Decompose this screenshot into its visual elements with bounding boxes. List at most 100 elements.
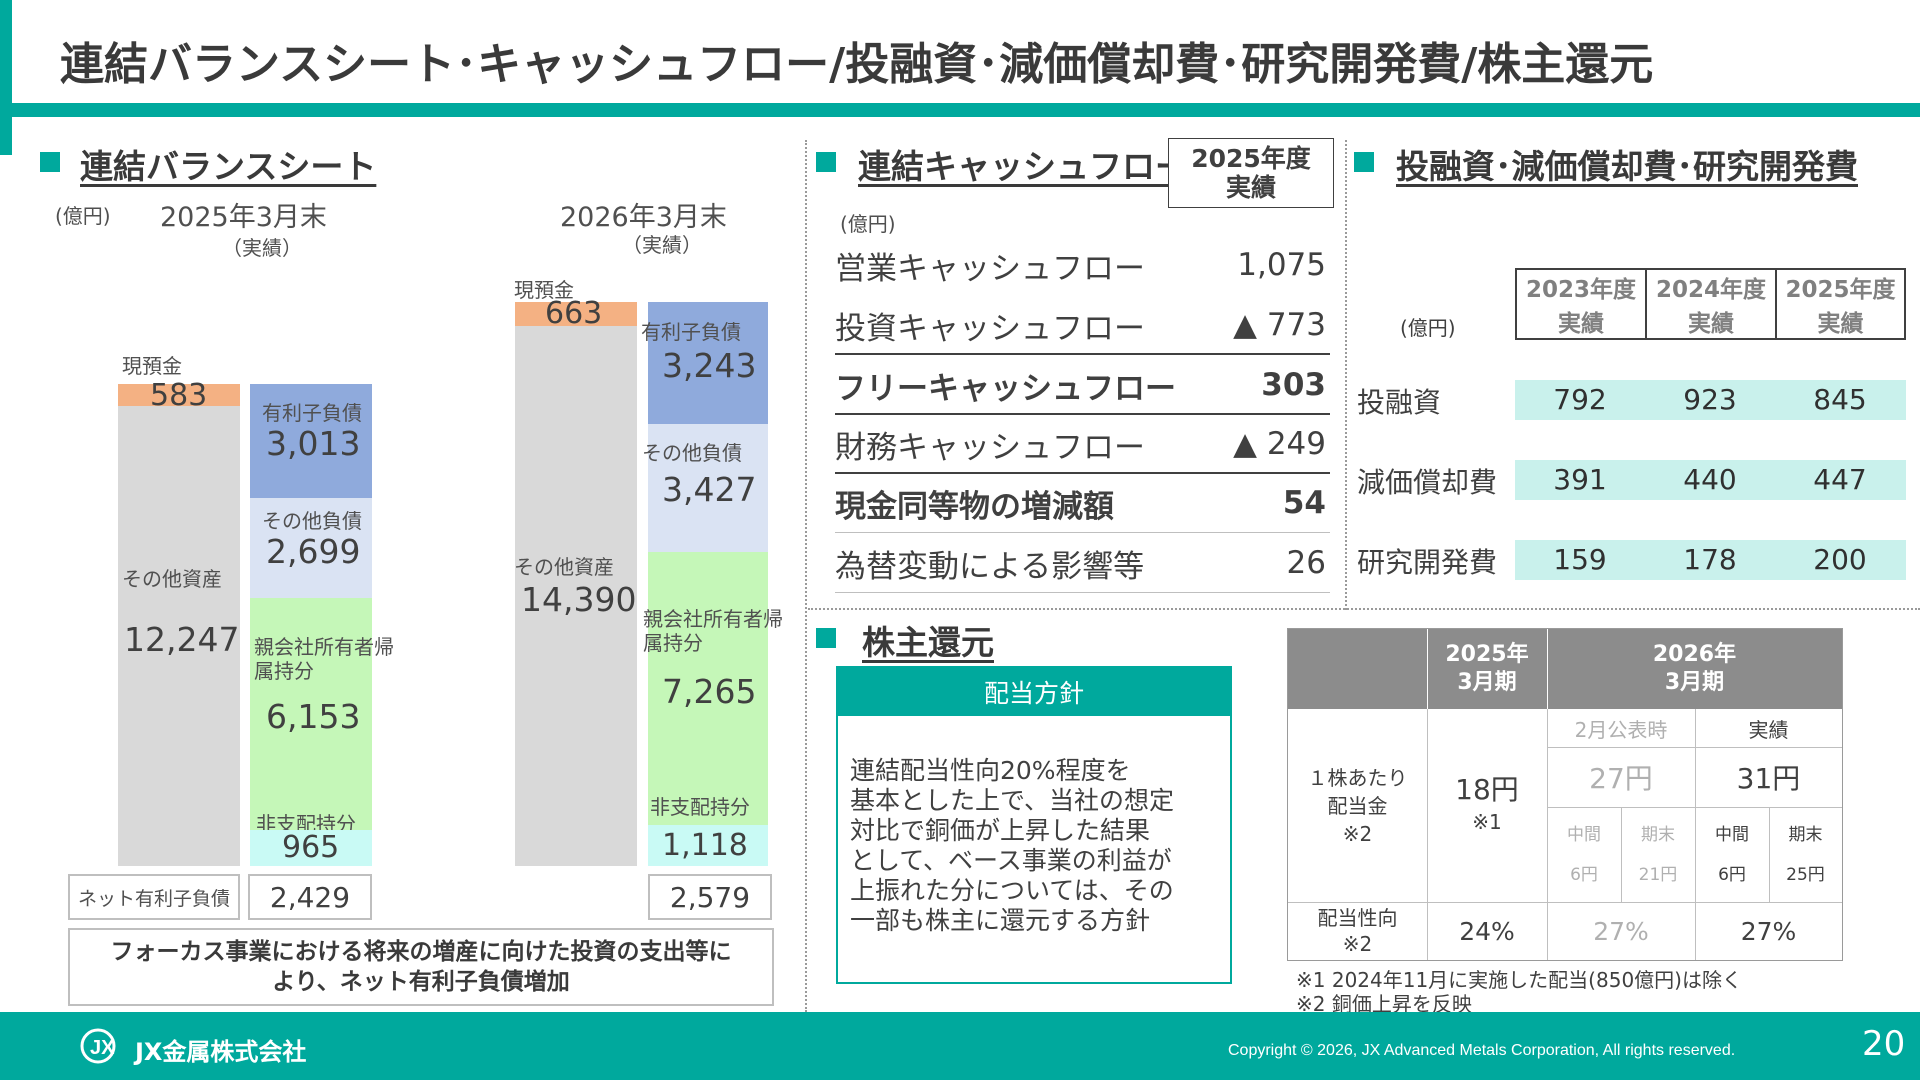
bs-note-line2: より、ネット有利子負債増加 [272,969,570,995]
inv-heading: 投融資･減価償却費･研究開発費 [1396,147,1858,186]
policy-line: 連結配当性向20%程度を [850,756,1131,785]
bs-2025-other-assets-label: その他資産 [122,567,222,591]
header-line: 2025年 [1445,642,1529,667]
divider-middle [808,608,1920,610]
divider-right [1345,140,1347,610]
cf-row-label: 財務キャッシュフロー [835,429,1145,466]
inv-header-2023: 2023年度 実績 [1515,268,1647,340]
sh-heading: 株主還元 [862,623,994,662]
bs-period-2026-sub: （実績） [622,233,702,257]
bs-2025-equity-bar [250,598,372,830]
cf-row-label: 営業キャッシュフロー [835,250,1145,287]
cf-separator [835,532,1330,533]
table-gridline [1695,709,1696,960]
cf-row-free: フリーキャッシュフロー 303 [835,356,1330,414]
sub-feb: 2月公表時 [1574,717,1668,742]
bs-heading: 連結バランスシート [80,147,377,186]
cf-row-value: 303 [1261,367,1326,403]
bs-2025-nci-value: 965 [282,830,340,865]
inv-cell: 391 [1553,463,1607,496]
bs-2025-nci-bar [250,830,372,866]
cf-row-financing: 財務キャッシュフロー ▲ 249 [835,415,1330,473]
table-gridline [1621,807,1622,902]
net-debt-label: ネット有利子負債 [68,874,240,920]
bs-2026-debt-label: 有利子負債 [641,320,741,344]
bs-2026-cash-value: 663 [545,296,603,331]
sub-actual: 実績 [1748,717,1789,742]
cell-label: 中間 [1567,824,1601,845]
bs-2025-other-liab-label: その他負債 [262,509,362,533]
cf-badge-sub: 実績 [1225,173,1276,202]
cell-value: 6円 [1718,864,1746,885]
cell-value: 25円 [1786,864,1825,885]
bs-unit: (億円) [55,204,111,228]
row-label-line: 配当性向 [1317,906,1398,930]
payout-feb: 27% [1593,916,1649,946]
inv-header-year: 2025年度 [1785,277,1896,303]
table-gridline [1547,629,1548,709]
dps-feb-interim: 中間 6円 [1547,807,1621,902]
policy-title: 配当方針 [838,668,1230,716]
table-gridline [1427,629,1428,709]
bs-2026-cash-label: 現預金 [514,278,574,302]
header-line: 3月期 [1664,670,1725,695]
inv-row-bg [1515,380,1906,420]
policy-box: 配当方針 連結配当性向20%程度を 基本とした上で、当社の想定 対比で銅価が上昇… [836,666,1232,984]
bs-2025-equity-label: 親会社所有者帰属持分 [254,635,394,683]
row-label-line: １株あたり [1307,765,1408,790]
cell-label: 期末 [1641,824,1675,845]
cell-label: 中間 [1715,824,1749,845]
bs-note-box: フォーカス事業における将来の増産に向けた投資の支出等に より、ネット有利子負債増… [68,928,774,1006]
payout-2025: 24% [1459,916,1515,946]
bs-2026-other-assets-value: 14,390 [521,580,637,619]
table-gridline [1547,747,1842,748]
policy-text: 連結配当性向20%程度を 基本とした上で、当社の想定 対比で銅価が上昇した結果 … [838,716,1230,936]
cf-separator [835,592,1330,593]
cf-row-label: 為替変動による影響等 [835,548,1145,585]
table-gridline [1427,709,1428,960]
cf-row-value: 1,075 [1237,247,1326,283]
inv-cell: 159 [1553,543,1607,576]
bs-note-line1: フォーカス事業における将来の増産に向けた投資の支出等に [110,939,732,965]
inv-row-bg [1515,540,1906,580]
section-marker-icon [816,628,836,648]
dps-feb-final: 期末 21円 [1621,807,1695,902]
dividend-table-header-bg [1288,629,1842,709]
dividend-header-2026: 2026年 3月期 [1547,629,1842,709]
cf-row-value: 26 [1286,545,1326,581]
inv-cell: 447 [1813,463,1867,496]
inv-header-2024: 2024年度 実績 [1645,268,1777,340]
table-gridline [1288,902,1842,903]
inv-cell: 923 [1683,383,1737,416]
row-label-line: ※2 [1342,821,1373,846]
cf-row-label: 投資キャッシュフロー [835,310,1145,347]
cf-separator [835,472,1330,474]
dps-feb: 27円 [1589,762,1653,795]
bs-2025-debt-value: 3,013 [266,424,361,463]
inv-row-bg [1515,460,1906,500]
bs-period-2025-sub: （実績） [222,236,302,260]
bs-2026-nci-label: 非支配持分 [650,795,750,819]
header-line: 2026年 [1652,642,1737,667]
cf-badge: 2025年度 実績 [1168,138,1334,208]
cf-row-fx: 為替変動による影響等 26 [835,534,1330,592]
payout-actual: 27% [1740,916,1797,946]
dps-actual: 31円 [1736,762,1801,795]
bs-2026-other-assets-bar [515,326,637,866]
bs-2026-other-liab-label: その他負債 [642,441,742,465]
bs-period-2025: 2025年3月末 [160,202,327,233]
inv-row-label: 減価償却費 [1357,466,1498,499]
cf-row-net-change: 現金同等物の増減額 54 [835,474,1330,532]
inv-header-sub: 実績 [1558,311,1604,337]
cf-badge-year: 2025年度 [1191,144,1311,173]
bs-2025-other-assets-bar [118,406,240,866]
bs-2026-equity-value: 7,265 [662,672,757,711]
dividend-table: 2025年 3月期 2026年 3月期 2月公表時 実績 １株あたり 配当金 ※… [1287,628,1843,961]
bs-2025-equity-value: 6,153 [266,697,361,736]
page-number: 20 [1862,1024,1906,1064]
cf-heading: 連結キャッシュフロー [858,147,1188,186]
section-marker-icon [1354,152,1374,172]
bs-2026-other-assets-label: その他資産 [514,555,614,579]
bs-2025-cash-bar [118,384,240,406]
bs-2026-debt-bar [648,302,768,424]
